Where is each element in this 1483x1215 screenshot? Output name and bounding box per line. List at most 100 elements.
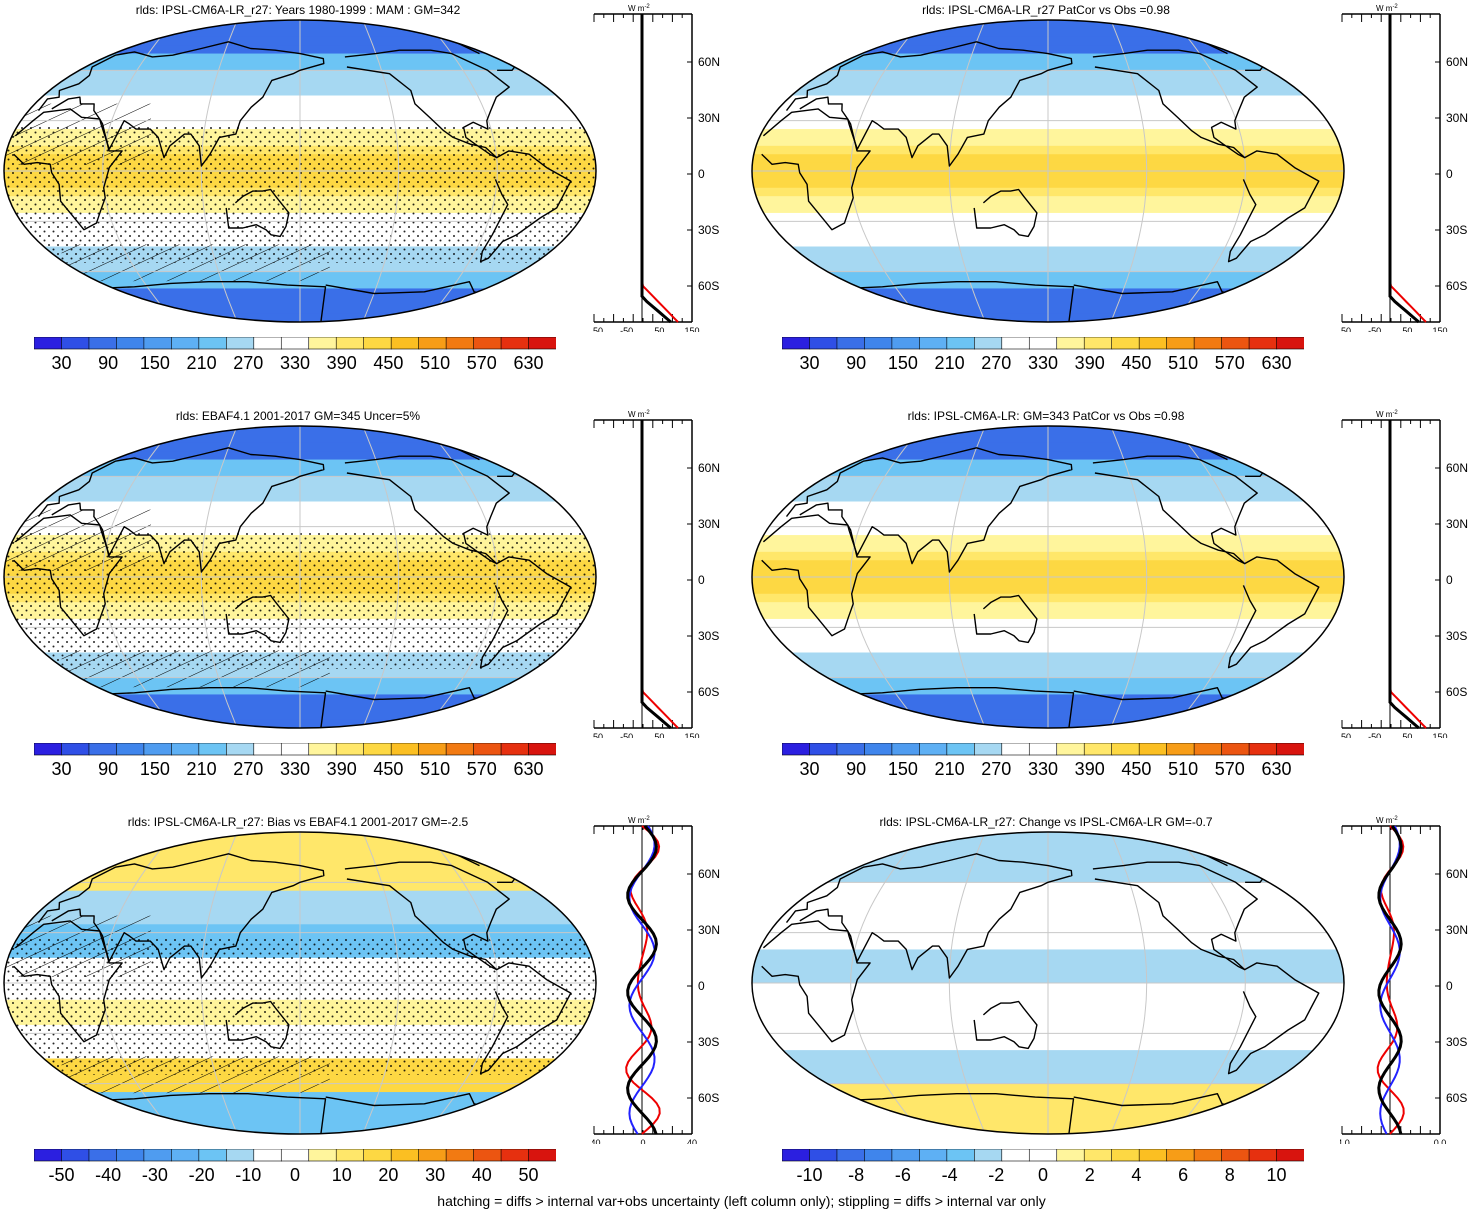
colorbar-label: 150 <box>887 759 918 779</box>
graticule-line <box>200 20 238 322</box>
colorbar-swatch <box>1221 337 1250 350</box>
lat-label: 60S <box>698 279 719 293</box>
coastline-australia <box>973 594 1038 644</box>
panel-title: rlds: IPSL-CM6A-LR_r27 PatCor vs Obs =0.… <box>922 3 1170 17</box>
map-outline <box>751 831 1345 1135</box>
colorbar-swatch <box>390 1149 420 1162</box>
coastline-eurasia <box>785 853 1073 979</box>
colorbar-label: 10 <box>1266 1165 1287 1185</box>
coastline-eurasia <box>785 447 1073 573</box>
panel-title: rlds: IPSL-CM6A-LR_r27: Change vs IPSL-C… <box>879 815 1213 829</box>
colorbar-swatch <box>61 743 90 756</box>
zonal-xtick-label: 0 <box>640 1138 645 1144</box>
colorbar-swatch <box>335 1149 365 1162</box>
lat-label: 0 <box>1446 979 1453 993</box>
zonal-unit-label: W m-2 <box>1376 816 1398 825</box>
panel-base-model: rlds: IPSL-CM6A-LR: GM=343 PatCor vs Obs… <box>748 406 1483 806</box>
colorbar-swatch <box>1056 337 1085 350</box>
coastline-south-america <box>1227 556 1320 669</box>
lat-label: 30S <box>698 629 719 643</box>
colorbar-label: 10 <box>331 1165 352 1185</box>
panel-title: rlds: IPSL-CM6A-LR: GM=343 PatCor vs Obs… <box>907 409 1185 423</box>
colorbar-label: -2 <box>988 1165 1005 1185</box>
colorbar-swatch <box>1221 743 1250 756</box>
colorbar <box>782 1149 1304 1162</box>
zonal-unit-label: W m-2 <box>1376 410 1398 419</box>
colorbar-swatch <box>1193 743 1223 756</box>
colorbar <box>34 743 556 756</box>
colorbar-swatch <box>1056 1149 1085 1162</box>
colorbar <box>782 743 1304 756</box>
zonal-xtick-label: -50 <box>620 732 633 738</box>
zonal-profile-red <box>641 14 679 323</box>
colorbar-swatch <box>946 743 976 756</box>
colorbar-swatch <box>836 743 866 756</box>
world-map <box>751 19 1345 323</box>
graticule-line <box>948 832 986 1134</box>
coastline-eurasia <box>785 41 1073 167</box>
colorbar-label: 570 <box>466 353 497 373</box>
zonal-mean-plot: W m-2 60N 30N 0 30S 60S -150 -50 50 150 <box>1340 4 1468 332</box>
colorbar-swatch <box>919 1149 948 1162</box>
lat-label: 30S <box>698 1035 719 1049</box>
colorbar-swatch <box>253 337 282 350</box>
colorbar-swatch <box>1276 337 1304 350</box>
colorbar-labels: 30 90 150 210 270 330 390 450 510 570 630 <box>34 353 556 375</box>
colorbar-swatch <box>1193 337 1223 350</box>
colorbar-label: 210 <box>186 353 217 373</box>
colorbar-label: 330 <box>279 353 311 373</box>
colorbar-swatch <box>198 337 228 350</box>
colorbar-swatch <box>88 743 118 756</box>
colorbar-swatch <box>528 1149 556 1162</box>
colorbar <box>34 337 556 350</box>
colorbar-label: 30 <box>799 759 820 779</box>
colorbar-swatch <box>116 743 145 756</box>
colorbar-swatch <box>473 1149 502 1162</box>
colorbar-swatch <box>500 1149 530 1162</box>
zonal-mean-plot: W m-2 60N 30N 0 30S 60S -4.0 0.0 <box>1340 816 1468 1144</box>
colorbar-swatch <box>809 337 838 350</box>
colorbar-swatch <box>1083 337 1113 350</box>
zonal-unit-label: W m-2 <box>628 4 650 13</box>
colorbar-label: 270 <box>981 759 1012 779</box>
colorbar-label: 150 <box>887 353 918 373</box>
colorbar-label: -30 <box>141 1165 168 1185</box>
colorbar-swatch <box>891 1149 921 1162</box>
coastline-africa <box>761 920 871 1043</box>
zonal-xtick-label: -50 <box>1368 326 1381 332</box>
colorbar-swatch <box>61 1149 90 1162</box>
colorbar <box>782 337 1304 350</box>
colorbar-swatch <box>226 743 255 756</box>
lat-label: 0 <box>1446 167 1453 181</box>
zonal-xtick-label: 40 <box>687 1138 697 1144</box>
colorbar-swatch <box>528 743 556 756</box>
zonal-profile-black <box>1388 14 1420 324</box>
lat-label: 60N <box>698 867 720 881</box>
coastline-south-america <box>1227 962 1320 1075</box>
lat-label: 30N <box>1446 111 1468 125</box>
coastline-australia <box>225 1000 290 1050</box>
colorbar-swatch <box>864 1149 893 1162</box>
colorbar-swatch <box>919 337 948 350</box>
colorbar-swatch <box>974 743 1003 756</box>
zonal-xtick-label: 150 <box>1432 732 1447 738</box>
graticule-line <box>850 832 923 1134</box>
colorbar-label: -6 <box>894 1165 911 1185</box>
zonal-mean-plot: W m-2 60N 30N 0 30S 60S -150 -50 50 150 <box>592 4 720 332</box>
lat-label: 30S <box>1446 1035 1467 1049</box>
colorbar-swatch <box>1166 743 1195 756</box>
colorbar-label: -4 <box>941 1165 958 1185</box>
colorbar-label: -10 <box>796 1165 823 1185</box>
colorbar-label: 4 <box>1131 1165 1142 1185</box>
colorbar-swatch <box>528 337 556 350</box>
colorbar-swatch <box>335 337 365 350</box>
colorbar-label: 510 <box>420 353 451 373</box>
colorbar-label: -40 <box>95 1165 122 1185</box>
colorbar-swatch <box>61 337 90 350</box>
zonal-profile-red <box>641 420 679 729</box>
colorbar-label: 270 <box>981 353 1012 373</box>
zonal-profile-black <box>626 825 658 1135</box>
colorbar-label: 210 <box>934 353 965 373</box>
colorbar-swatch <box>1028 1149 1058 1162</box>
zonal-xtick-label: 50 <box>1402 326 1412 332</box>
